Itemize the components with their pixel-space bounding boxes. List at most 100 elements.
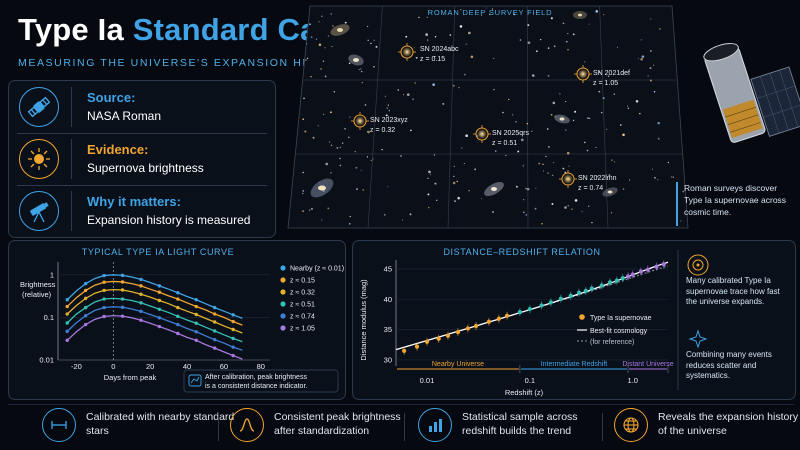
target-icon <box>687 254 709 276</box>
bottom-item-text: Consistent peak brightness after standar… <box>274 411 401 437</box>
supernova-marker[interactable]: SN 2023xyz z = 0.32 <box>351 112 408 134</box>
light-curve-point <box>120 305 125 309</box>
supernova-marker[interactable]: SN 2022lmn z = 0.74 <box>559 170 617 192</box>
divider <box>218 413 219 441</box>
star <box>456 180 458 183</box>
info-card-why: Why it matters: Expansion history is mea… <box>9 185 263 237</box>
star <box>606 128 608 130</box>
star <box>654 176 656 179</box>
light-curve-title: TYPICAL TYPE IA LIGHT CURVE <box>82 247 234 257</box>
star <box>613 93 616 95</box>
star <box>383 214 386 216</box>
star <box>367 39 369 42</box>
star <box>302 192 304 195</box>
star <box>574 110 577 113</box>
region-label: Distant Universe <box>622 361 673 368</box>
divider <box>404 413 405 441</box>
x-tick-label: 0 <box>111 362 115 371</box>
light-curve-point <box>83 296 88 301</box>
star <box>539 38 542 41</box>
star <box>349 215 351 218</box>
star <box>302 190 304 192</box>
star <box>651 168 653 170</box>
supernova-marker[interactable]: SN 2021def z = 1.05 <box>574 65 630 87</box>
star <box>613 161 615 163</box>
divider <box>17 133 267 134</box>
supernova-point <box>465 326 471 331</box>
bottom-item-text: Calibrated with nearby standard stars <box>86 411 235 437</box>
light-curve-point <box>139 284 143 288</box>
star <box>304 130 307 133</box>
light-curve-point <box>65 304 69 309</box>
star <box>434 182 437 185</box>
star <box>552 101 556 105</box>
supernova-redshift: z = 1.05 <box>593 80 618 87</box>
star <box>657 179 659 181</box>
star <box>461 147 463 149</box>
supernova-point <box>445 333 451 338</box>
star <box>333 91 335 93</box>
star <box>415 56 418 59</box>
y-tick-label: 30 <box>384 355 392 364</box>
star <box>410 129 412 132</box>
star <box>591 221 593 224</box>
star <box>387 104 389 106</box>
star <box>317 125 319 127</box>
star <box>531 74 535 77</box>
star <box>330 144 333 147</box>
light-curve-point <box>139 309 143 314</box>
supernova-point <box>614 278 619 283</box>
star <box>682 190 685 193</box>
region-label: Intermediate Redshift <box>541 361 608 368</box>
bottom-item: Reveals the expansion history of the uni… <box>614 405 798 445</box>
star <box>600 111 603 114</box>
star <box>552 162 555 164</box>
light-curve-point <box>120 297 125 301</box>
supernova-marker[interactable]: SN 2024abc z = 0.15 <box>398 43 459 63</box>
star <box>360 68 362 70</box>
globe-icon <box>614 408 648 442</box>
light-curve-point <box>65 338 69 343</box>
light-curve-point <box>194 298 198 302</box>
star <box>463 73 466 76</box>
star <box>434 55 436 58</box>
star <box>303 97 305 100</box>
y-tick-label: 40 <box>384 295 392 304</box>
x-tick-label: -20 <box>71 362 82 371</box>
supernova-name: SN 2023xyz <box>370 117 408 124</box>
star <box>525 214 528 216</box>
star <box>355 188 358 191</box>
hubble-side-note: Combining many events reduces scatter an… <box>686 350 772 380</box>
light-curve-point <box>102 273 106 278</box>
galaxy <box>330 24 350 36</box>
star <box>366 25 369 28</box>
supernova-marker[interactable]: SN 2025qrs z = 0.51 <box>473 125 529 147</box>
star <box>463 162 465 164</box>
star <box>531 130 533 132</box>
survey-title: ROMAN DEEP SURVEY FIELD <box>428 8 553 17</box>
star <box>627 105 629 107</box>
supernova-name: SN 2021def <box>593 70 630 77</box>
supernova-redshift: z = 0.51 <box>492 140 517 147</box>
legend-label: z ≈ 0.15 <box>290 278 315 285</box>
star <box>622 188 625 190</box>
light-curve-point <box>231 353 235 358</box>
star <box>458 87 460 89</box>
star <box>318 43 322 47</box>
info-card-source: Source: NASA Roman <box>9 81 263 133</box>
star <box>339 157 341 160</box>
supernova-point <box>589 286 594 291</box>
light-curve-point <box>102 314 106 319</box>
star <box>311 208 313 210</box>
star <box>470 55 474 59</box>
supernova-point <box>473 323 479 329</box>
star <box>572 33 575 36</box>
light-curve-point <box>139 292 143 296</box>
star <box>639 112 641 115</box>
star <box>386 107 388 109</box>
star <box>526 187 530 191</box>
legend-label: z ≈ 0.32 <box>290 290 315 297</box>
star <box>649 79 652 82</box>
star <box>459 25 463 28</box>
light-curve-point <box>83 281 88 286</box>
